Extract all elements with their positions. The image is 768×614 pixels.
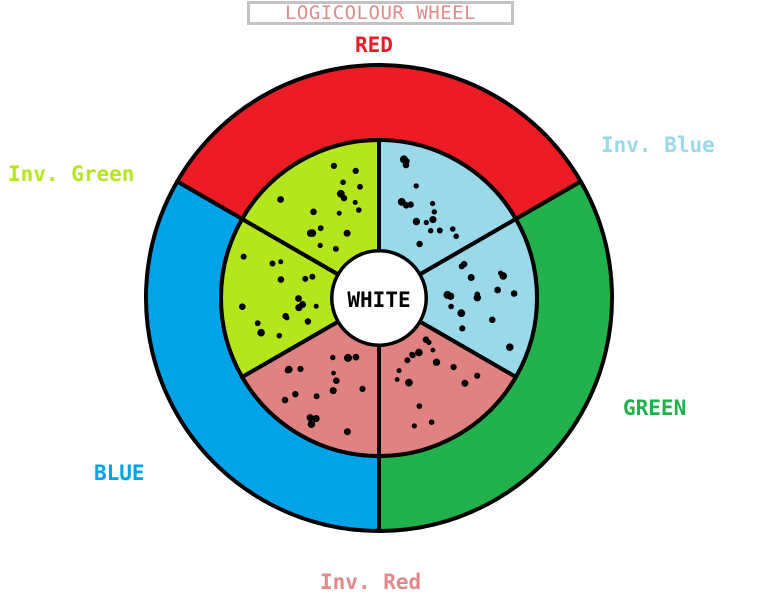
dot: [448, 303, 454, 310]
dot: [431, 209, 437, 215]
dot: [413, 183, 419, 189]
dot: [257, 328, 265, 337]
dot: [428, 419, 435, 426]
dot: [412, 217, 421, 226]
dot: [343, 229, 351, 237]
dot: [332, 245, 339, 252]
dot: [277, 196, 284, 203]
dot: [333, 377, 340, 385]
dot: [404, 357, 411, 364]
dot: [450, 226, 456, 232]
dot: [474, 291, 481, 298]
dot: [423, 219, 429, 226]
dot: [396, 368, 402, 374]
dot: [489, 316, 496, 324]
dot: [239, 303, 246, 311]
dot: [254, 320, 261, 327]
dot: [317, 242, 323, 248]
dot: [313, 393, 320, 400]
dot: [459, 325, 466, 332]
dot: [352, 167, 359, 174]
dot: [494, 286, 501, 294]
dot: [416, 403, 423, 409]
dot: [297, 365, 304, 373]
dot: [428, 228, 434, 234]
dot: [453, 233, 460, 240]
dot-pattern: [239, 155, 518, 436]
label-blue: BLUE: [94, 461, 145, 485]
label-inv-green: Inv. Green: [8, 162, 135, 186]
dot: [276, 332, 283, 339]
dot: [295, 304, 303, 312]
dot: [429, 216, 437, 224]
dot: [336, 210, 342, 216]
dot: [426, 339, 432, 346]
dot: [415, 348, 423, 357]
label-inv-blue: Inv. Blue: [601, 133, 715, 157]
dot: [405, 378, 413, 387]
dot: [394, 377, 400, 382]
dot: [330, 354, 336, 361]
dot: [309, 273, 316, 280]
dot: [474, 372, 481, 379]
dot: [340, 179, 346, 186]
dot: [430, 347, 436, 353]
dot: [460, 260, 468, 268]
dot: [329, 387, 337, 395]
dot: [343, 428, 351, 436]
dot: [284, 315, 290, 321]
dot: [310, 208, 317, 216]
dot: [330, 162, 337, 169]
dot: [510, 290, 518, 297]
dot: [312, 415, 320, 423]
dot: [356, 207, 362, 213]
dot: [281, 396, 289, 404]
dot: [292, 391, 299, 398]
dot: [307, 420, 316, 429]
dot: [359, 385, 366, 392]
dot: [430, 200, 436, 207]
dot: [409, 352, 416, 359]
dot: [317, 225, 324, 232]
dot: [357, 183, 363, 190]
dot: [436, 227, 443, 234]
dot: [432, 358, 441, 366]
dot: [416, 240, 423, 248]
dot: [308, 229, 317, 238]
dot: [344, 353, 352, 362]
label-green: GREEN: [623, 396, 687, 420]
dot: [306, 414, 314, 422]
dot: [284, 368, 290, 374]
dot: [411, 423, 417, 429]
dot: [352, 353, 360, 361]
dot: [331, 370, 336, 376]
dot: [277, 276, 285, 283]
dot: [499, 272, 508, 280]
dot: [302, 275, 309, 282]
dot: [446, 292, 455, 300]
center-circle: [330, 249, 428, 347]
label-red: RED: [355, 33, 393, 57]
page-title: LOGICOLOUR WHEEL: [284, 1, 477, 24]
dot: [240, 253, 247, 260]
dot: [450, 364, 457, 371]
dot: [461, 379, 469, 387]
dot: [402, 202, 410, 209]
dot: [304, 318, 312, 325]
dot: [295, 295, 302, 302]
dot: [269, 260, 276, 267]
center-label: WHITE: [347, 288, 410, 312]
label-inv-red: Inv. Red: [320, 570, 422, 594]
dot: [467, 274, 475, 281]
title-box: LOGICOLOUR WHEEL: [247, 1, 514, 25]
dot: [457, 309, 466, 318]
dot: [278, 259, 284, 265]
dot: [506, 343, 514, 352]
dot: [404, 158, 410, 164]
dot: [340, 194, 348, 202]
dot: [352, 199, 358, 205]
dot: [313, 303, 319, 309]
